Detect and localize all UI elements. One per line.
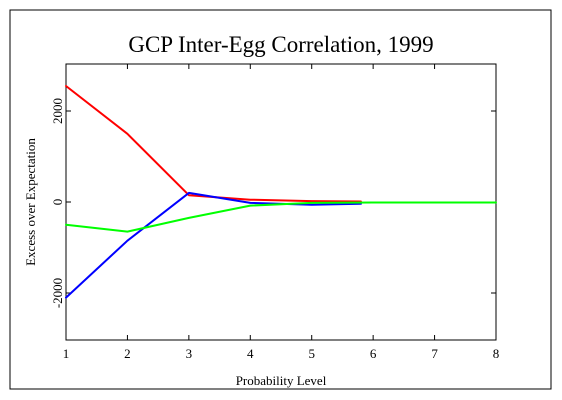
chart-title: GCP Inter-Egg Correlation, 1999 (128, 32, 433, 57)
figure-border (9, 9, 552, 390)
series-line-1 (65, 85, 362, 203)
x-axis-label: Probability Level (236, 373, 327, 388)
x-tick-label: 3 (186, 346, 193, 361)
x-tick-label: 7 (431, 346, 438, 361)
x-tick-label: 5 (308, 346, 315, 361)
y-axis-label: Excess over Expectation (23, 138, 38, 266)
series-line-2 (65, 191, 362, 299)
x-tick-label: 4 (247, 346, 254, 361)
y-tick-label: 0 (50, 199, 65, 206)
ticks-layer: 1 2 3 4 5 6 7 8 -2000 0 2000 (50, 64, 499, 361)
x-tick-label: 1 (63, 346, 70, 361)
y-tick-label: -2000 (50, 278, 65, 308)
series-layer (65, 85, 497, 299)
series-line-3 (65, 201, 497, 233)
x-tick-label: 8 (493, 346, 500, 361)
x-tick-label: 2 (124, 346, 131, 361)
x-tick-label: 6 (370, 346, 377, 361)
y-tick-label: 2000 (50, 98, 65, 124)
